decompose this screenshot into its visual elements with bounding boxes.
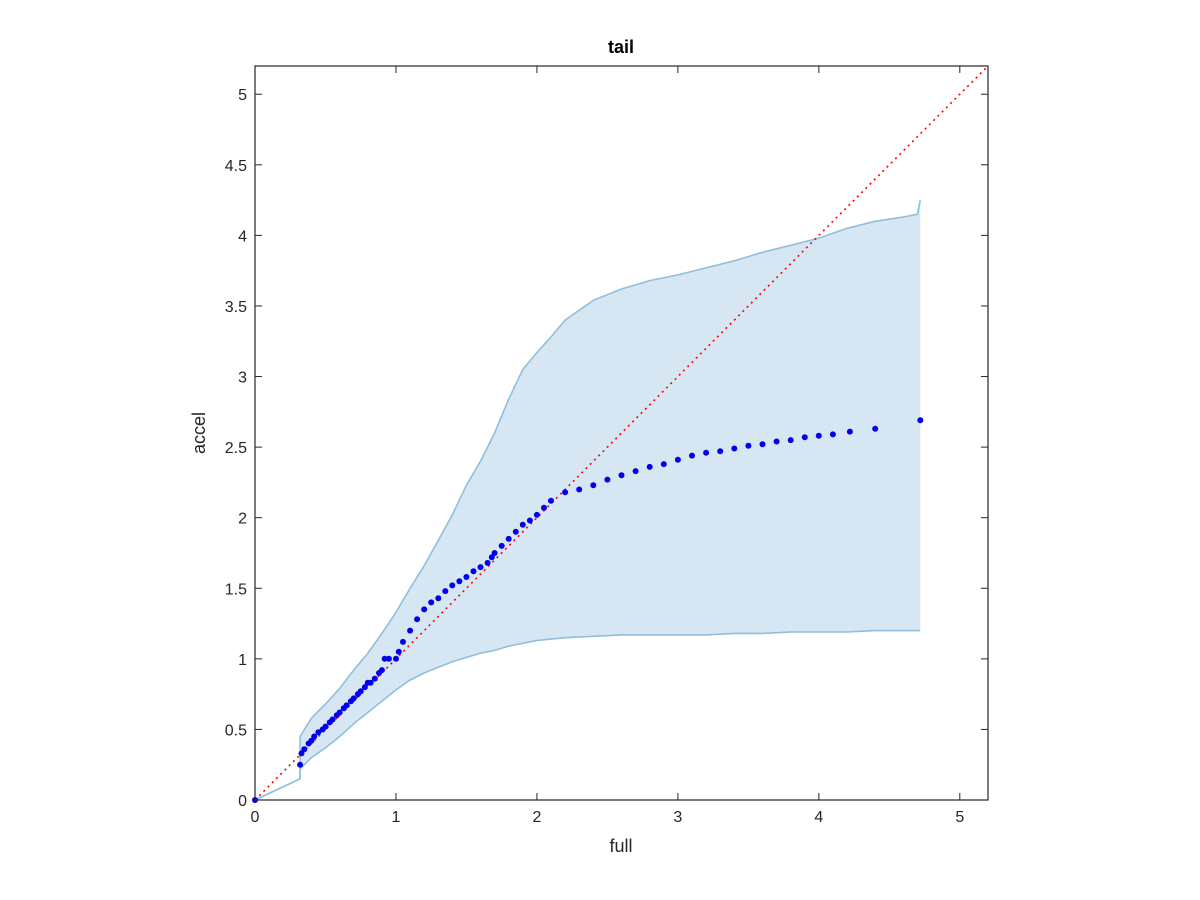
confidence-band: [254, 199, 922, 801]
data-point: [526, 517, 533, 524]
data-point: [367, 679, 374, 686]
y-tick-label: 0.5: [225, 722, 247, 739]
data-points: [252, 417, 924, 803]
data-point: [846, 428, 853, 435]
data-point: [421, 606, 428, 613]
data-point: [407, 627, 414, 634]
y-tick-label: 5: [238, 87, 247, 104]
data-point: [297, 761, 304, 768]
data-point: [322, 723, 329, 730]
data-point: [381, 655, 388, 662]
x-tick-label: 4: [814, 809, 823, 826]
data-point: [301, 746, 308, 753]
y-tick-label: 3.5: [225, 299, 247, 316]
data-point: [470, 568, 477, 575]
data-point: [745, 442, 752, 449]
data-point: [491, 550, 498, 556]
y-axis-ticks: 0 0.5 1 1.5 2 2.5 3 3.5 4 4.5 5: [225, 87, 988, 810]
data-point: [435, 595, 442, 602]
reference-line-y-equals-x: [254, 65, 989, 801]
data-point: [548, 497, 554, 504]
data-point: [512, 528, 519, 535]
data-point: [815, 432, 822, 439]
data-point: [428, 599, 435, 606]
data-point: [604, 476, 611, 483]
data-point: [336, 709, 343, 716]
x-tick-label: 0: [251, 809, 260, 826]
y-tick-label: 2: [238, 511, 247, 528]
data-point: [463, 574, 470, 580]
y-axis-label: accel: [189, 412, 209, 454]
data-point: [872, 425, 879, 432]
chart-title: tail: [608, 37, 634, 57]
data-point: [311, 733, 318, 740]
data-point: [541, 504, 547, 511]
data-point: [505, 535, 512, 542]
x-tick-label: 2: [532, 809, 541, 826]
band-lower-edge: [254, 629, 921, 801]
x-axis-ticks: 0 1 2 3 4 5: [251, 66, 964, 826]
data-point: [343, 702, 350, 709]
band-upper-edge: [254, 199, 922, 801]
data-point: [395, 648, 402, 655]
data-point: [357, 688, 364, 695]
reference-line: [254, 65, 989, 801]
data-point: [329, 716, 336, 723]
data-point: [660, 461, 667, 468]
data-point: [787, 437, 794, 444]
data-point: [717, 448, 724, 455]
data-point: [562, 489, 569, 496]
x-tick-label: 3: [673, 809, 682, 826]
data-point: [371, 675, 378, 682]
band-area: [255, 200, 921, 801]
data-point: [484, 559, 491, 566]
data-point: [829, 431, 836, 438]
axes-box: [254, 65, 989, 801]
data-point: [917, 417, 924, 424]
data-point: [731, 445, 738, 452]
data-point: [703, 449, 710, 456]
x-tick-label: 5: [955, 809, 964, 826]
data-point: [385, 655, 392, 662]
data-point: [632, 468, 639, 475]
data-point: [350, 695, 357, 702]
data-point: [590, 482, 597, 489]
data-point: [400, 638, 406, 645]
data-point: [498, 542, 505, 549]
y-tick-label: 1: [238, 652, 247, 669]
y-tick-label: 1.5: [225, 581, 247, 598]
data-point: [442, 588, 449, 595]
data-point: [519, 521, 526, 528]
data-point: [801, 434, 808, 441]
y-tick-label: 2.5: [225, 440, 247, 457]
x-tick-label: 1: [392, 809, 401, 826]
data-point: [689, 452, 695, 459]
data-point: [414, 616, 421, 623]
y-tick-label: 3: [238, 370, 247, 387]
y-tick-label: 4: [238, 228, 247, 245]
data-point: [618, 472, 625, 479]
data-point: [576, 486, 583, 493]
data-point: [449, 582, 456, 589]
data-point: [477, 564, 484, 571]
data-point: [456, 578, 463, 585]
data-point: [646, 463, 653, 470]
data-point: [378, 667, 385, 674]
data-point: [393, 655, 399, 662]
y-tick-label: 4.5: [225, 158, 247, 175]
data-point: [674, 456, 681, 463]
y-tick-label: 0: [238, 793, 247, 810]
x-axis-label: full: [609, 836, 632, 856]
data-point: [759, 441, 766, 448]
data-point: [773, 438, 780, 445]
data-point: [361, 684, 368, 691]
data-point: [315, 729, 322, 736]
data-point: [533, 511, 540, 518]
